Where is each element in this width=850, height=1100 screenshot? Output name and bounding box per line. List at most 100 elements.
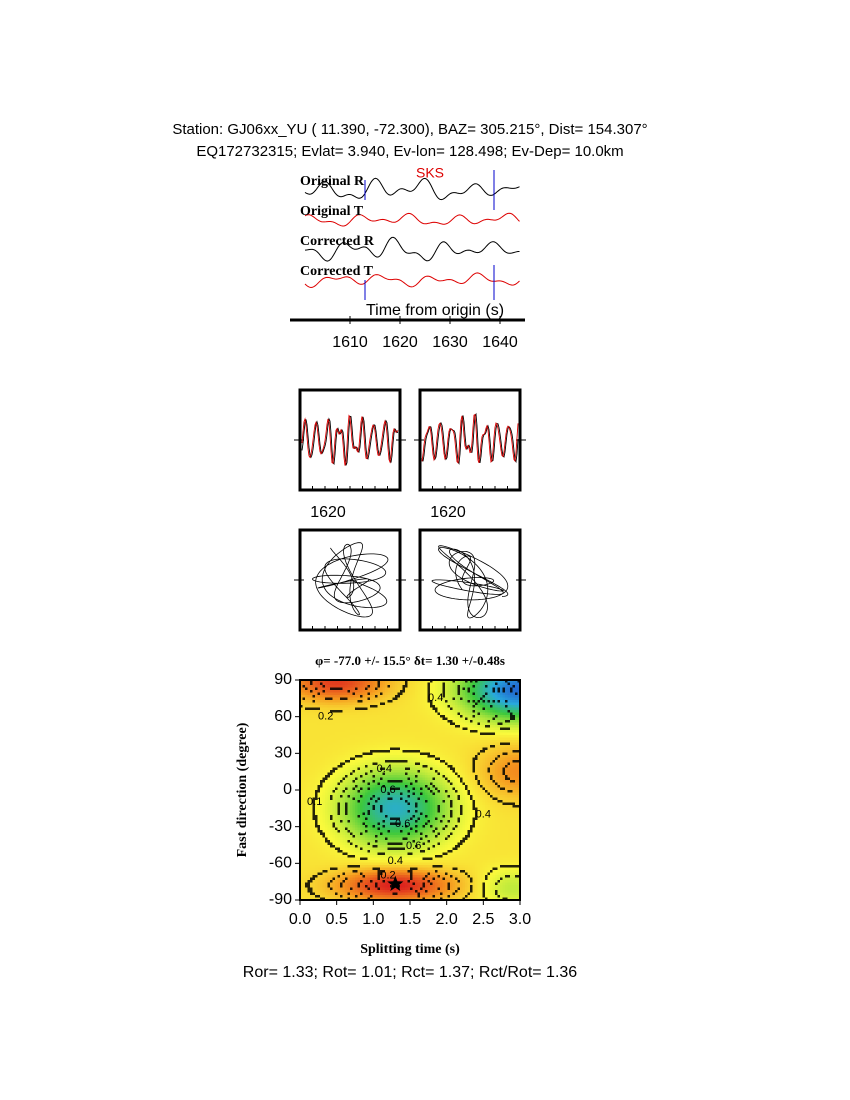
contour-cell xyxy=(400,697,403,701)
contour-cell xyxy=(355,867,358,871)
contour-cell xyxy=(355,725,358,728)
contour-cell xyxy=(332,732,336,736)
contour-cell xyxy=(387,870,391,873)
contour-cell xyxy=(355,860,358,863)
contour-cell xyxy=(420,822,423,826)
contour-cell xyxy=(405,832,408,836)
contour-cell xyxy=(407,707,411,711)
contour-cell xyxy=(435,832,438,836)
contour-cell xyxy=(365,802,368,806)
contour-cell xyxy=(377,802,381,806)
contour-cell xyxy=(360,857,363,861)
contour-cell xyxy=(435,792,438,796)
contour-cell xyxy=(405,797,408,801)
contour-cell xyxy=(395,855,398,858)
contour-cell xyxy=(415,692,418,696)
contour-cell xyxy=(412,880,416,883)
contour-cell xyxy=(407,765,411,768)
contour-cell xyxy=(327,782,331,786)
contour-cell xyxy=(302,742,306,746)
contour-cell xyxy=(415,837,418,841)
contour-cell xyxy=(367,870,371,873)
contour-cell xyxy=(407,757,411,761)
contour-cell xyxy=(427,832,431,836)
contour-cell xyxy=(415,790,418,793)
contour-cell xyxy=(385,820,388,823)
contour-cell xyxy=(430,817,433,821)
contour-cell xyxy=(382,865,386,868)
contour-cell xyxy=(307,727,311,731)
contour-cell xyxy=(350,777,353,781)
contour-cell xyxy=(340,877,343,881)
contour-cell xyxy=(305,875,308,878)
contour-cell xyxy=(337,887,341,891)
contour-cell xyxy=(320,747,323,751)
contour-cell xyxy=(400,835,403,838)
contour-cell xyxy=(427,785,431,788)
contour-cell xyxy=(342,887,346,891)
contour-cell xyxy=(300,720,303,723)
contour-cell xyxy=(437,815,441,818)
contour-cell xyxy=(422,857,426,861)
contour-cell xyxy=(437,745,441,748)
contour-cell xyxy=(332,690,336,693)
contour-cell xyxy=(400,857,403,861)
contour-cell xyxy=(432,682,436,686)
contour-cell xyxy=(322,882,326,886)
contour-cell xyxy=(362,722,366,726)
contour-cell xyxy=(382,785,386,788)
contour-cell xyxy=(410,732,413,736)
contour-cell xyxy=(340,895,343,898)
contour-cell xyxy=(405,887,408,891)
contour-cell xyxy=(382,825,386,828)
contour-cell xyxy=(362,837,366,841)
contour-cell xyxy=(390,822,393,826)
contour-cell xyxy=(325,870,328,873)
contour-cell xyxy=(392,897,396,901)
contour-cell xyxy=(377,892,381,896)
contour-cell xyxy=(377,777,381,781)
contour-cell xyxy=(380,792,383,796)
contour-cell xyxy=(422,805,426,808)
contour-cell xyxy=(382,690,386,693)
contour-cell xyxy=(367,822,371,826)
contour-cell xyxy=(317,752,321,756)
contour-cell xyxy=(375,725,378,728)
contour-cell xyxy=(300,780,303,783)
contour-cell xyxy=(315,860,318,863)
contour-cell xyxy=(402,777,406,781)
contour-cell xyxy=(435,745,438,748)
contour-cell xyxy=(417,745,421,748)
contour-cell xyxy=(315,897,318,901)
contour-cell xyxy=(435,762,438,766)
contour-cell xyxy=(347,732,351,736)
contour-cell xyxy=(322,847,326,851)
contour-cell xyxy=(385,875,388,878)
contour-cell xyxy=(397,837,401,841)
contour-cell xyxy=(305,757,308,761)
contour-cell xyxy=(385,822,388,826)
contour-cell xyxy=(335,685,338,688)
contour-cell xyxy=(312,805,316,808)
contour-cell xyxy=(387,800,391,803)
contour-cell xyxy=(360,885,363,888)
contour-cell xyxy=(327,702,331,706)
contour-cell xyxy=(350,875,353,878)
contour-cell xyxy=(337,702,341,706)
contour-cell xyxy=(310,717,313,721)
contour-cell xyxy=(435,852,438,856)
contour-cell xyxy=(420,742,423,746)
contour-cell xyxy=(382,802,386,806)
contour-cell xyxy=(352,810,356,813)
contour-cell xyxy=(392,875,396,878)
contour-cell xyxy=(410,727,413,731)
contour-cell xyxy=(372,760,376,763)
contour-cell xyxy=(357,892,361,896)
contour-cell xyxy=(385,795,388,798)
contour-cell xyxy=(407,787,411,791)
contour-cell xyxy=(325,697,328,701)
contour-cell xyxy=(332,892,336,896)
contour-cell xyxy=(370,895,373,898)
contour-cell xyxy=(300,805,303,808)
contour-cell xyxy=(425,842,428,846)
